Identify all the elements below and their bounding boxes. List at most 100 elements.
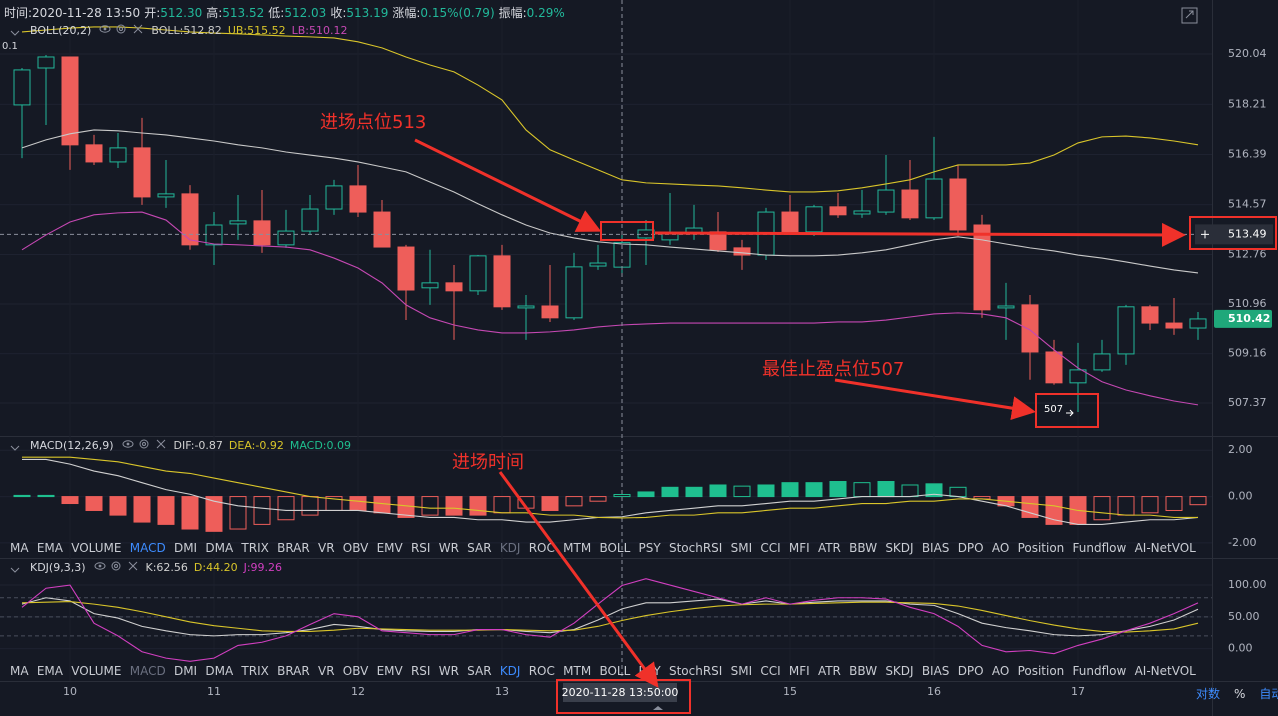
indicator-tab[interactable]: BBW <box>849 664 878 678</box>
indicator-tab[interactable]: ROC <box>528 664 555 678</box>
indicator-tab[interactable]: EMV <box>376 541 403 555</box>
indicator-tab[interactable]: KDJ <box>499 664 521 678</box>
indicator-tab[interactable]: OBV <box>342 664 369 678</box>
indicator-tab[interactable]: StochRSI <box>668 541 723 555</box>
macd-bar <box>61 496 79 505</box>
collapse-icon[interactable] <box>10 564 22 574</box>
indicator-tab[interactable]: OBV <box>342 541 369 555</box>
indicator-tab[interactable]: ROC <box>528 541 555 555</box>
indicator-tab[interactable]: MTM <box>563 664 592 678</box>
info-bar: 时间:2020-11-28 13:50 开:512.30 高:513.52 低:512… <box>4 4 569 21</box>
indicator-tab[interactable]: SKDJ <box>885 541 914 555</box>
indicator-tab[interactable]: PSY <box>638 664 661 678</box>
indicator-tab[interactable]: EMA <box>36 664 63 678</box>
indicator-tab[interactable]: BOLL <box>599 664 631 678</box>
indicator-tab[interactable]: EMA <box>36 541 63 555</box>
icon-group[interactable] <box>122 438 166 450</box>
indicator-tab[interactable]: SAR <box>467 541 492 555</box>
indicator-tab[interactable]: PSY <box>638 541 661 555</box>
indicator-tab[interactable]: DMA <box>205 664 234 678</box>
candle-body <box>1045 351 1063 384</box>
indicator-tab[interactable]: SMI <box>730 541 753 555</box>
indicator-tab[interactable]: BRAR <box>277 664 310 678</box>
legend-icons[interactable] <box>94 560 138 575</box>
icon-group[interactable] <box>99 23 143 35</box>
indicator-tab[interactable]: Fundflow <box>1072 664 1127 678</box>
axis-control[interactable]: % <box>1234 686 1246 701</box>
indicator-tab[interactable]: AI-NetVOL <box>1134 541 1196 555</box>
indicator-tab[interactable]: Position <box>1017 664 1065 678</box>
indicator-tab[interactable]: EMV <box>376 664 403 678</box>
indicator-tab[interactable]: TRIX <box>241 541 269 555</box>
indicator-tab[interactable]: SMI <box>730 664 753 678</box>
indicator-tab[interactable]: RSI <box>410 664 431 678</box>
indicator-tab[interactable]: Fundflow <box>1072 541 1127 555</box>
indicator-tab[interactable]: ATR <box>817 541 841 555</box>
indicator-tab[interactable]: SKDJ <box>885 664 914 678</box>
info-label: 收: <box>330 6 347 20</box>
expand-icon[interactable] <box>1181 7 1198 24</box>
indicator-tab[interactable]: MACD <box>129 664 166 678</box>
indicator-tab[interactable]: MFI <box>788 664 810 678</box>
indicator-tab[interactable]: RSI <box>410 541 431 555</box>
indicator-tab[interactable]: MA <box>10 664 29 678</box>
legend-item: D:44.20 <box>193 561 238 574</box>
indicator-tab[interactable]: DPO <box>957 541 984 555</box>
y-tick-label: 0.00 <box>1228 642 1253 655</box>
indicator-tab[interactable]: DMI <box>173 664 198 678</box>
info-value: 0.29% <box>526 6 565 20</box>
chevron[interactable] <box>10 566 20 574</box>
indicator-tab[interactable]: MA <box>10 541 29 555</box>
macd-bar <box>877 481 895 498</box>
chevron[interactable] <box>10 29 20 37</box>
macd-bar <box>709 484 727 498</box>
indicator-tab[interactable]: DMI <box>173 541 198 555</box>
indicator-tab[interactable]: BBW <box>849 541 878 555</box>
indicator-tab[interactable]: VOLUME <box>71 541 122 555</box>
indicator-tab[interactable]: BOLL <box>599 541 631 555</box>
indicator-tab[interactable]: MACD <box>129 541 166 555</box>
indicator-tab[interactable]: KDJ <box>499 541 521 555</box>
candle-body <box>565 266 583 319</box>
candle-body <box>901 189 919 219</box>
info-value: 513.19 <box>346 6 389 20</box>
indicator-tab[interactable]: SAR <box>467 664 492 678</box>
icon-group[interactable] <box>94 560 138 572</box>
indicator-tab[interactable]: MTM <box>563 541 592 555</box>
indicator-tab[interactable]: StochRSI <box>668 664 723 678</box>
collapse-icon[interactable] <box>10 442 22 452</box>
indicator-tab[interactable]: AO <box>991 541 1010 555</box>
indicator-tab[interactable]: CCI <box>760 664 781 678</box>
indicator-tab[interactable]: VR <box>317 541 335 555</box>
indicator-tab[interactable]: BRAR <box>277 541 310 555</box>
candle-body <box>301 208 319 232</box>
indicator-tab[interactable]: DMA <box>205 541 234 555</box>
indicator-tab[interactable]: AO <box>991 664 1010 678</box>
indicator-tab[interactable]: VR <box>317 664 335 678</box>
axis-control[interactable]: 对数 <box>1196 687 1221 701</box>
indicator-tab[interactable]: WR <box>438 664 459 678</box>
indicator-tab[interactable]: CCI <box>760 541 781 555</box>
y-tick-label: 0.00 <box>1228 490 1253 503</box>
indicator-tab[interactable]: TRIX <box>241 664 269 678</box>
indicator-tab[interactable]: MFI <box>788 541 810 555</box>
indicator-tab[interactable]: ATR <box>817 664 841 678</box>
macd-bar <box>157 496 175 525</box>
axis-control[interactable]: 自动 <box>1259 687 1278 701</box>
candle-body <box>397 246 415 291</box>
annotation: 进场点位513 <box>320 112 427 133</box>
candle-body <box>349 185 367 213</box>
legend-icons[interactable] <box>122 438 166 453</box>
indicator-tab[interactable]: VOLUME <box>71 664 122 678</box>
candle-body <box>757 211 775 256</box>
legend-icons[interactable] <box>99 23 143 38</box>
macd-bar <box>757 484 775 498</box>
indicator-tab[interactable]: AI-NetVOL <box>1134 664 1196 678</box>
indicator-tab[interactable]: BIAS <box>921 541 950 555</box>
indicator-tab[interactable]: BIAS <box>921 664 950 678</box>
chevron[interactable] <box>10 444 20 452</box>
collapse-icon[interactable] <box>10 27 22 37</box>
indicator-tab[interactable]: WR <box>438 541 459 555</box>
indicator-tab[interactable]: DPO <box>957 664 984 678</box>
indicator-tab[interactable]: Position <box>1017 541 1065 555</box>
